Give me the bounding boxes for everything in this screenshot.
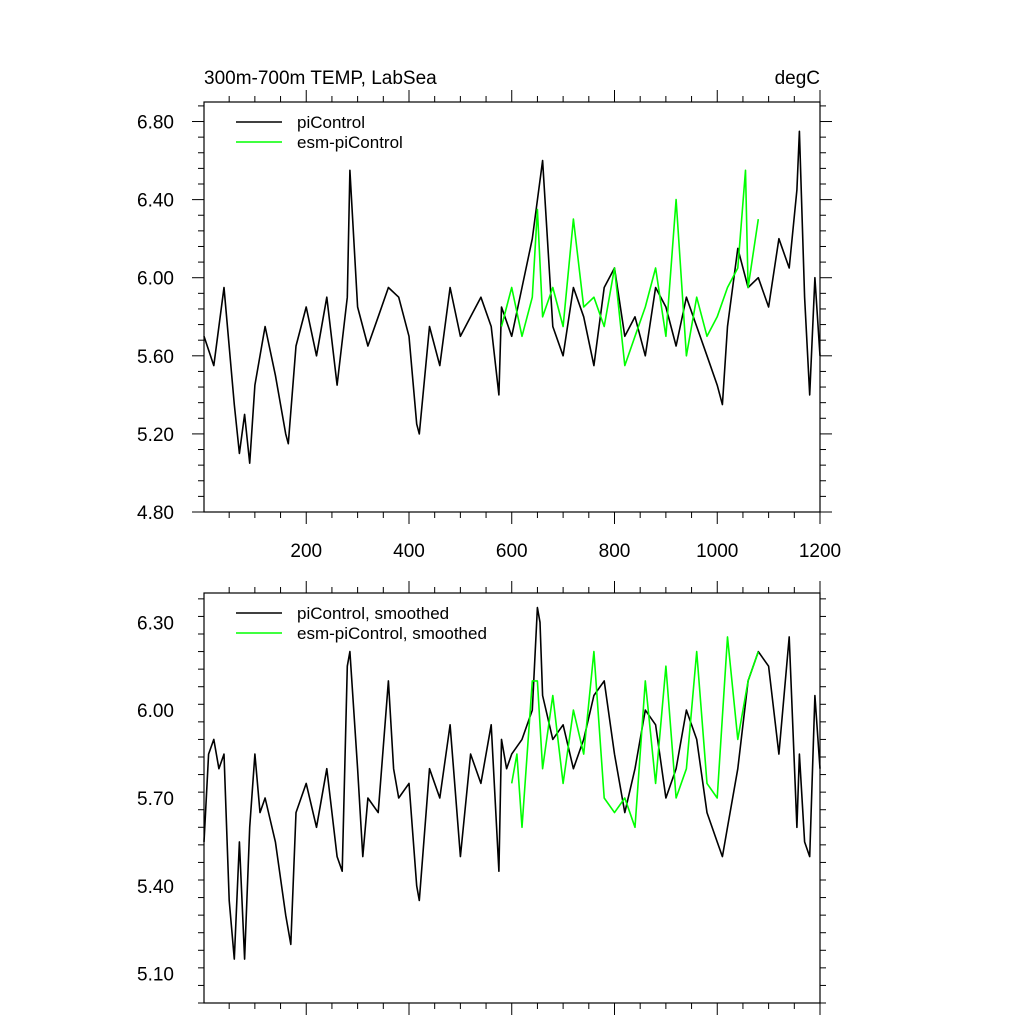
top-series-line-esm-picontrol <box>500 169 760 367</box>
top-y-tick-label: 5.20 <box>137 425 174 446</box>
top-y-tick-label: 5.60 <box>137 347 174 368</box>
top-x-tick-label: 800 <box>599 541 631 562</box>
bottom-y-tick-label: 5.70 <box>137 789 174 810</box>
bottom-y-tick-label: 5.10 <box>137 965 174 986</box>
top-x-tick-label: 1200 <box>799 541 841 562</box>
top-panel: 300m-700m TEMP, LabSea degC 4.80 5.20 5.60… <box>137 68 841 562</box>
top-series-line-picontrol <box>203 130 821 465</box>
top-panel-units: degC <box>775 68 820 89</box>
top-plot-frame <box>203 101 821 513</box>
top-x-tick-label: 400 <box>393 541 425 562</box>
legend-label-picontrol: piControl <box>297 113 365 132</box>
top-axes: 4.80 5.20 5.60 6.00 6.40 6.80 200 400 600 800 1000… <box>137 90 841 562</box>
legend-label-esm-picontrol-smoothed: esm-piControl, smoothed <box>297 624 487 643</box>
bottom-legend: piControl, smoothed esm-piControl, smoot… <box>236 604 487 643</box>
legend-label-picontrol-smoothed: piControl, smoothed <box>297 604 449 623</box>
legend-label-esm-picontrol: esm-piControl <box>297 133 403 152</box>
bottom-y-tick-label: 6.30 <box>137 613 174 634</box>
top-series-group <box>203 130 821 465</box>
top-y-tick-label: 6.80 <box>137 113 174 134</box>
bottom-series-line-picontrol-smoothed <box>203 606 821 960</box>
top-panel-title: 300m-700m TEMP, LabSea <box>204 68 437 89</box>
top-legend: piControl esm-piControl <box>236 113 403 152</box>
bottom-axes: 5.10 5.40 5.70 6.00 6.30 <box>137 581 826 1015</box>
top-y-tick-label: 4.80 <box>137 503 174 524</box>
top-x-tick-label: 1000 <box>696 541 738 562</box>
top-y-tick-label: 6.40 <box>137 191 174 212</box>
top-x-tick-label: 600 <box>496 541 528 562</box>
bottom-y-tick-label: 5.40 <box>137 877 174 898</box>
bottom-series-group <box>203 606 821 960</box>
bottom-plot-frame <box>203 592 821 1004</box>
top-x-tick-label: 200 <box>290 541 322 562</box>
bottom-y-tick-label: 6.00 <box>137 701 174 722</box>
top-y-tick-label: 6.00 <box>137 269 174 290</box>
bottom-panel: 5.10 5.40 5.70 6.00 6.30 piControl, smoothed… <box>137 581 826 1015</box>
bottom-series-line-esm-picontrol-smoothed <box>510 636 760 829</box>
